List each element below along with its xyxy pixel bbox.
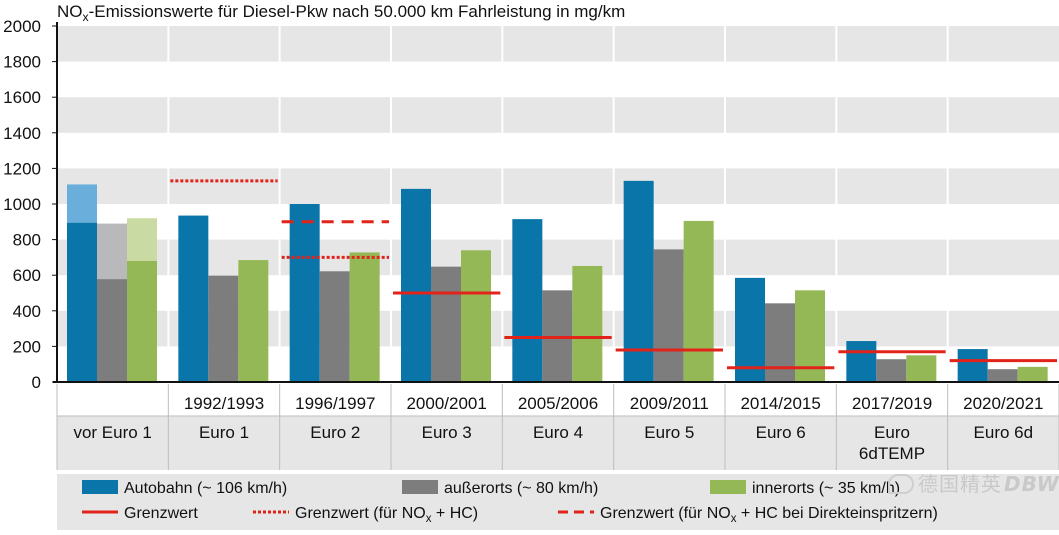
wechat-icon <box>888 474 914 494</box>
legend-swatch <box>82 480 118 494</box>
bar <box>1017 366 1048 382</box>
bar <box>178 215 209 382</box>
bar-range <box>67 184 97 223</box>
y-tick-label: 1800 <box>3 53 41 72</box>
category-year-label: 2005/2006 <box>518 394 598 413</box>
legend-swatch <box>402 480 438 494</box>
watermark-text: 德国精英 <box>918 472 1002 496</box>
bar <box>957 349 988 382</box>
category-year-label: 2017/2019 <box>852 394 932 413</box>
bar <box>623 180 654 382</box>
bar <box>735 277 765 382</box>
category-year-label: 2009/2011 <box>630 394 709 413</box>
grid-band <box>57 239 1059 276</box>
y-tick-label: 1000 <box>3 195 41 214</box>
bar <box>208 275 239 382</box>
bar <box>319 271 350 382</box>
category-norm-label: 6dTEMP <box>859 444 925 463</box>
year-cell <box>279 384 391 416</box>
y-tick-label: 200 <box>13 337 41 356</box>
bar <box>512 219 543 382</box>
grid-band <box>57 168 1059 204</box>
year-cell <box>725 384 837 416</box>
year-cell <box>613 384 725 416</box>
y-tick-label: 2000 <box>3 17 41 36</box>
bar <box>401 188 431 382</box>
year-cell <box>391 384 503 416</box>
year-cell <box>836 384 948 416</box>
legend-label: Autobahn (~ 106 km/h) <box>124 480 287 497</box>
legend-label: außerorts (~ 80 km/h) <box>444 480 598 497</box>
bar <box>97 279 127 382</box>
category-year-label: 2020/2021 <box>963 394 1043 413</box>
bar <box>876 359 907 382</box>
legend-label: Grenzwert (für NOx + HC bei Direkteinspr… <box>600 505 938 525</box>
category-blank-cell <box>57 384 169 416</box>
year-cell <box>502 384 614 416</box>
category-norm-label: Euro <box>874 423 910 442</box>
y-tick-label: 400 <box>13 302 41 321</box>
legend-label: Grenzwert (für NOx + HC) <box>295 505 478 525</box>
category-norm-label: Euro 1 <box>199 423 249 442</box>
bar <box>289 204 320 382</box>
year-cell <box>168 384 280 416</box>
category-year-label: 1992/1993 <box>184 394 264 413</box>
legend-label: Grenzwert <box>124 505 198 522</box>
watermark-tail: DBW <box>1004 472 1059 496</box>
y-tick-label: 0 <box>32 373 41 392</box>
bar <box>653 249 684 382</box>
category-norm-label: vor Euro 1 <box>73 423 151 442</box>
bar <box>765 303 795 382</box>
bar <box>846 341 877 382</box>
y-tick-label: 1200 <box>3 159 41 178</box>
y-tick-label: 1400 <box>3 124 41 143</box>
bar <box>238 260 269 382</box>
category-norm-label: Euro 6d <box>974 423 1034 442</box>
category-norm-label: Euro 3 <box>422 423 472 442</box>
category-year-label: 1996/1997 <box>295 394 375 413</box>
grid-band <box>57 97 1059 133</box>
legend-swatch <box>710 480 746 494</box>
legend-label: innerorts (~ 35 km/h) <box>752 480 900 497</box>
category-year-label: 2014/2015 <box>740 394 820 413</box>
category-norm-label: Euro 6 <box>756 423 806 442</box>
grid-band <box>57 26 1059 62</box>
bar <box>987 369 1018 382</box>
category-norm-label: Euro 2 <box>310 423 360 442</box>
y-tick-label: 600 <box>13 266 41 285</box>
watermark: 德国精英 DBW <box>888 468 1059 497</box>
category-norm-label: Euro 4 <box>533 423 583 442</box>
year-cell <box>947 384 1059 416</box>
chart-title: NOx-Emissionswerte für Diesel-Pkw nach 5… <box>57 2 625 24</box>
bar <box>683 220 714 382</box>
bar <box>127 260 157 382</box>
bar <box>349 252 380 382</box>
bar <box>67 222 97 382</box>
bar <box>572 265 603 382</box>
bar-range <box>127 218 157 261</box>
bar <box>906 355 937 382</box>
category-year-label: 2000/2001 <box>406 394 486 413</box>
y-tick-label: 800 <box>13 231 41 250</box>
category-norm-label: Euro 5 <box>644 423 694 442</box>
bar-range <box>97 223 127 280</box>
bar <box>461 250 491 382</box>
bar <box>431 266 461 382</box>
y-tick-label: 1600 <box>3 88 41 107</box>
